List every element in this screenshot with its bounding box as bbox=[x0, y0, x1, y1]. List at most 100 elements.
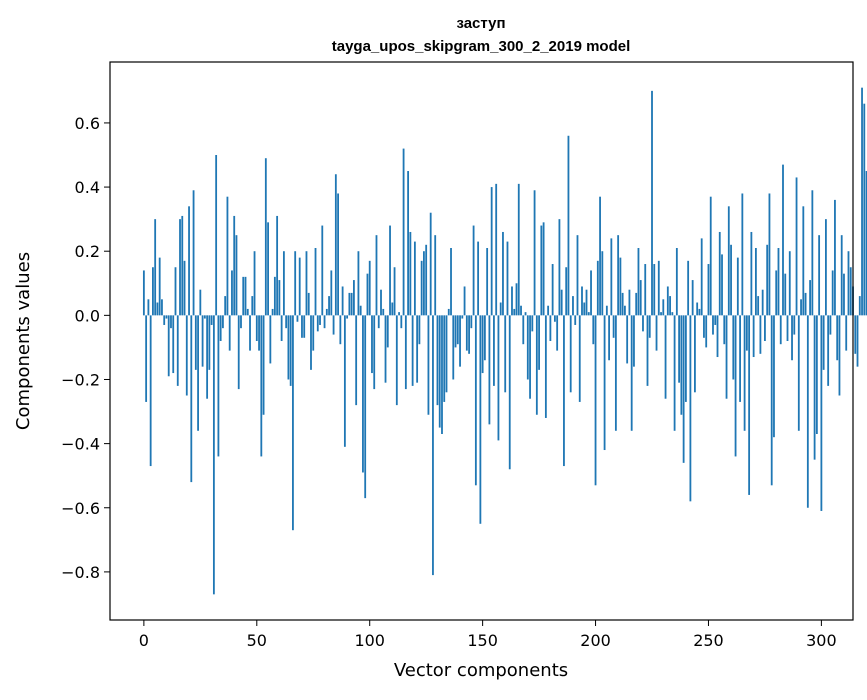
bar-74 bbox=[310, 315, 312, 370]
bar-269 bbox=[750, 231, 753, 316]
bar-230 bbox=[662, 299, 665, 316]
bar-168 bbox=[522, 315, 525, 345]
bar-112 bbox=[395, 315, 398, 406]
bar-146 bbox=[472, 225, 475, 316]
bar-261 bbox=[732, 315, 735, 380]
bar-183 bbox=[556, 315, 559, 351]
bar-107 bbox=[384, 315, 387, 383]
bar-142 bbox=[463, 286, 466, 316]
bar-13 bbox=[172, 315, 175, 374]
bar-178 bbox=[544, 315, 547, 418]
bar-10 bbox=[165, 315, 168, 319]
bar-277 bbox=[768, 193, 771, 316]
bar-301 bbox=[822, 315, 825, 370]
bar-202 bbox=[599, 196, 601, 316]
y-tick-label: 0.2 bbox=[75, 242, 100, 261]
bar-106 bbox=[382, 308, 385, 316]
bar-42 bbox=[237, 315, 240, 390]
bar-185 bbox=[560, 289, 563, 316]
bar-14 bbox=[174, 267, 177, 316]
bar-120 bbox=[413, 241, 416, 316]
bar-103 bbox=[375, 235, 378, 316]
bar-162 bbox=[508, 315, 511, 470]
bar-70 bbox=[301, 315, 303, 338]
bar-278 bbox=[770, 315, 773, 486]
bar-318 bbox=[861, 87, 863, 316]
bar-217 bbox=[633, 315, 635, 367]
bar-176 bbox=[540, 225, 543, 316]
bar-155 bbox=[493, 315, 495, 386]
bar-161 bbox=[506, 241, 509, 316]
bar-86 bbox=[337, 193, 339, 316]
bar-108 bbox=[386, 315, 389, 348]
bar-169 bbox=[524, 312, 527, 316]
bar-236 bbox=[675, 248, 678, 316]
bar-136 bbox=[450, 248, 452, 316]
bar-91 bbox=[348, 292, 351, 316]
bar-73 bbox=[307, 292, 310, 316]
bar-216 bbox=[630, 315, 633, 431]
bar-59 bbox=[276, 215, 279, 316]
bar-49 bbox=[253, 251, 256, 316]
bar-240 bbox=[684, 315, 687, 402]
bar-148 bbox=[477, 241, 480, 316]
bar-181 bbox=[551, 264, 554, 316]
bar-96 bbox=[359, 305, 362, 316]
bar-149 bbox=[479, 315, 482, 524]
bar-320 bbox=[865, 171, 867, 316]
bar-33 bbox=[217, 315, 220, 457]
bar-313 bbox=[849, 267, 852, 316]
bar-113 bbox=[398, 312, 400, 316]
bar-105 bbox=[380, 289, 382, 316]
bar-45 bbox=[244, 276, 247, 316]
bar-151 bbox=[483, 315, 486, 361]
bar-47 bbox=[249, 315, 251, 351]
bar-279 bbox=[773, 315, 775, 438]
bar-137 bbox=[452, 315, 455, 380]
bar-109 bbox=[389, 225, 391, 316]
bar-143 bbox=[465, 315, 468, 351]
bar-316 bbox=[856, 315, 859, 367]
bar-52 bbox=[260, 315, 263, 457]
bar-231 bbox=[664, 315, 667, 399]
bar-32 bbox=[215, 155, 218, 316]
bar-36 bbox=[224, 296, 227, 316]
bar-72 bbox=[305, 251, 308, 316]
bar-229 bbox=[660, 312, 662, 316]
chart-title-line1: заступ bbox=[456, 15, 505, 32]
bar-94 bbox=[355, 315, 358, 406]
bar-319 bbox=[863, 103, 866, 316]
bar-132 bbox=[441, 315, 443, 434]
bar-71 bbox=[303, 315, 306, 338]
bar-317 bbox=[858, 296, 861, 316]
bar-243 bbox=[691, 280, 694, 316]
bar-98 bbox=[364, 315, 367, 499]
bar-174 bbox=[535, 315, 538, 415]
bar-84 bbox=[332, 315, 335, 335]
bar-41 bbox=[235, 235, 238, 316]
y-tick-label: 0.4 bbox=[75, 178, 100, 197]
bar-253 bbox=[714, 315, 717, 325]
bar-220 bbox=[639, 280, 642, 316]
x-axis-label: Vector components bbox=[394, 660, 568, 681]
bar-6 bbox=[156, 302, 159, 316]
bar-238 bbox=[680, 315, 683, 415]
bar-57 bbox=[271, 308, 274, 316]
bar-182 bbox=[553, 315, 556, 322]
bar-175 bbox=[538, 315, 540, 370]
bar-223 bbox=[646, 315, 649, 386]
bar-15 bbox=[176, 315, 179, 386]
bar-131 bbox=[438, 315, 441, 428]
bar-152 bbox=[486, 248, 489, 316]
bar-115 bbox=[402, 148, 405, 316]
bar-289 bbox=[795, 177, 798, 316]
bar-221 bbox=[642, 315, 644, 332]
bar-26 bbox=[201, 315, 204, 367]
bar-303 bbox=[827, 315, 830, 386]
bar-110 bbox=[391, 302, 394, 316]
bar-156 bbox=[495, 183, 498, 316]
bar-16 bbox=[179, 219, 181, 316]
bar-200 bbox=[594, 315, 597, 486]
bar-268 bbox=[748, 315, 751, 495]
bar-123 bbox=[420, 260, 423, 316]
